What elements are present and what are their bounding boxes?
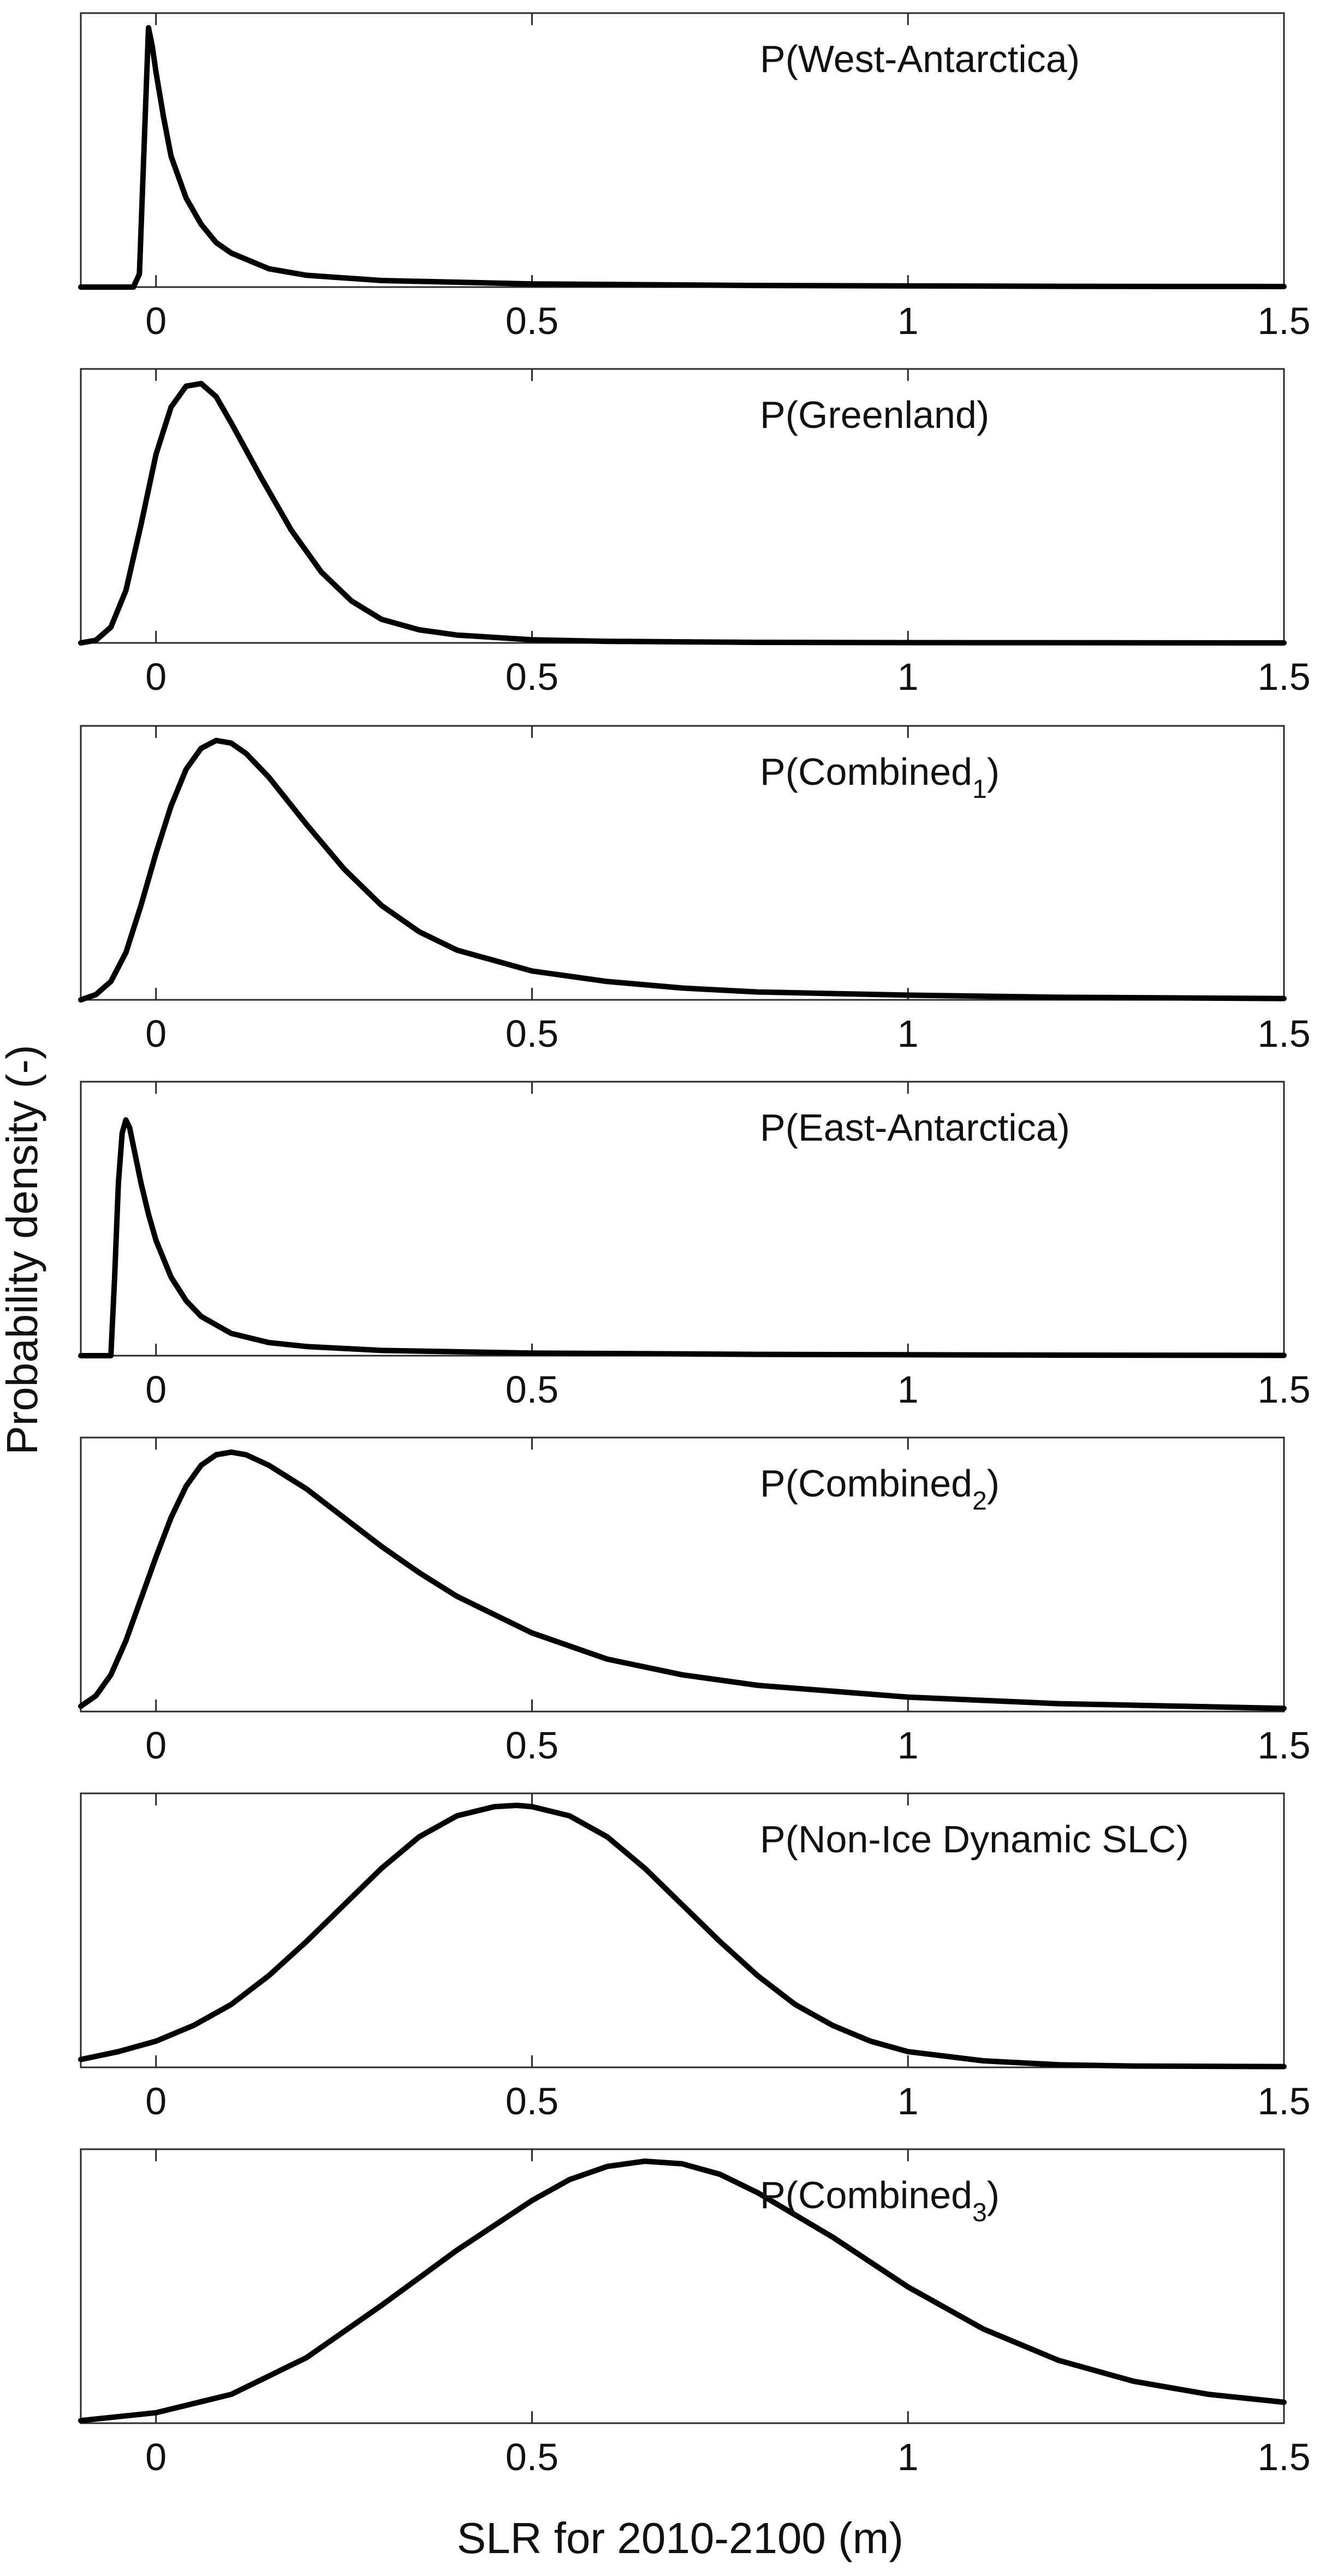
density-curve-6 (78, 1803, 1287, 2070)
panel-6: 0 0.5 1 1.5 P(Non-Ice Dynamic SLC) (78, 1792, 1311, 2122)
panel-title-6: P(Non-Ice Dynamic SLC) (760, 1818, 1189, 1861)
x-tick-label: 0.5 (506, 655, 558, 698)
x-tick-label: 0.5 (506, 1012, 558, 1055)
panel-1: 0 0.5 1 1.5 P(West-Antarctica) (78, 12, 1311, 342)
x-tick-label: 1.5 (1257, 1012, 1310, 1055)
x-tick-label: 0 (145, 1012, 166, 1055)
x-tick-label: 1.5 (1257, 655, 1310, 698)
x-axis-label: SLR for 2010-2100 (m) (457, 2514, 903, 2562)
x-tick-label: 1 (897, 2436, 919, 2478)
x-tick-label: 1.5 (1257, 1368, 1310, 1411)
density-curve-4 (78, 1117, 1287, 1358)
x-tick-label: 1 (897, 655, 919, 698)
panel-frame (80, 725, 1285, 1001)
density-curve-7 (78, 2158, 1287, 2424)
x-tick-label: 1 (897, 2080, 919, 2122)
x-tick-label: 0 (145, 300, 166, 342)
density-curve-5 (78, 1449, 1287, 1712)
density-curve-3 (78, 737, 1287, 1003)
x-tick-label: 1 (897, 1724, 919, 1767)
panel-frame (80, 1792, 1285, 2068)
panel-7: 0 0.5 1 1.5 P(Combined3) (78, 2148, 1311, 2478)
panel-frame (80, 12, 1285, 288)
density-curve-1 (78, 25, 1287, 290)
x-tick-label: 0 (145, 655, 166, 698)
x-tick-label: 0 (145, 1368, 166, 1411)
x-tick-label: 1.5 (1257, 2436, 1310, 2478)
panel-title-7: P(Combined3) (760, 2174, 1000, 2227)
panel-frame (80, 1436, 1285, 1713)
panel-frame (80, 368, 1285, 644)
x-tick-label: 1.5 (1257, 300, 1310, 342)
panel-3: 0 0.5 1 1.5 P(Combined1) (78, 725, 1311, 1055)
panel-title-3: P(Combined1) (760, 750, 1000, 804)
panel-title-1: P(West-Antarctica) (760, 38, 1080, 80)
x-tick-label: 0.5 (506, 2436, 558, 2478)
panel-title-5: P(Combined2) (760, 1462, 1000, 1516)
x-tick-label: 1 (897, 1012, 919, 1055)
x-tick-label: 1 (897, 300, 919, 342)
x-tick-label: 0 (145, 1724, 166, 1767)
panel-2: 0 0.5 1 1.5 P(Greenland) (78, 368, 1311, 698)
x-tick-label: 1.5 (1257, 2080, 1310, 2122)
x-tick-label: 0.5 (506, 300, 558, 342)
x-tick-label: 1.5 (1257, 1724, 1310, 1767)
x-tick-label: 1 (897, 1368, 919, 1411)
panel-frame (80, 1081, 1285, 1357)
panel-4: 0 0.5 1 1.5 P(East-Antarctica) (78, 1081, 1311, 1411)
y-axis-label: Probability density (-) (0, 1045, 46, 1454)
panel-title-2: P(Greenland) (760, 393, 989, 436)
x-tick-label: 0 (145, 2436, 166, 2478)
panel-frame (80, 2148, 1285, 2424)
panel-title-4: P(East-Antarctica) (760, 1106, 1070, 1149)
density-curve-2 (78, 380, 1287, 646)
x-tick-label: 0 (145, 2080, 166, 2122)
x-tick-label: 0.5 (506, 2080, 558, 2122)
x-tick-label: 0.5 (506, 1368, 558, 1411)
panel-5: 0 0.5 1 1.5 P(Combined2) (78, 1436, 1311, 1767)
x-tick-label: 0.5 (506, 1724, 558, 1767)
